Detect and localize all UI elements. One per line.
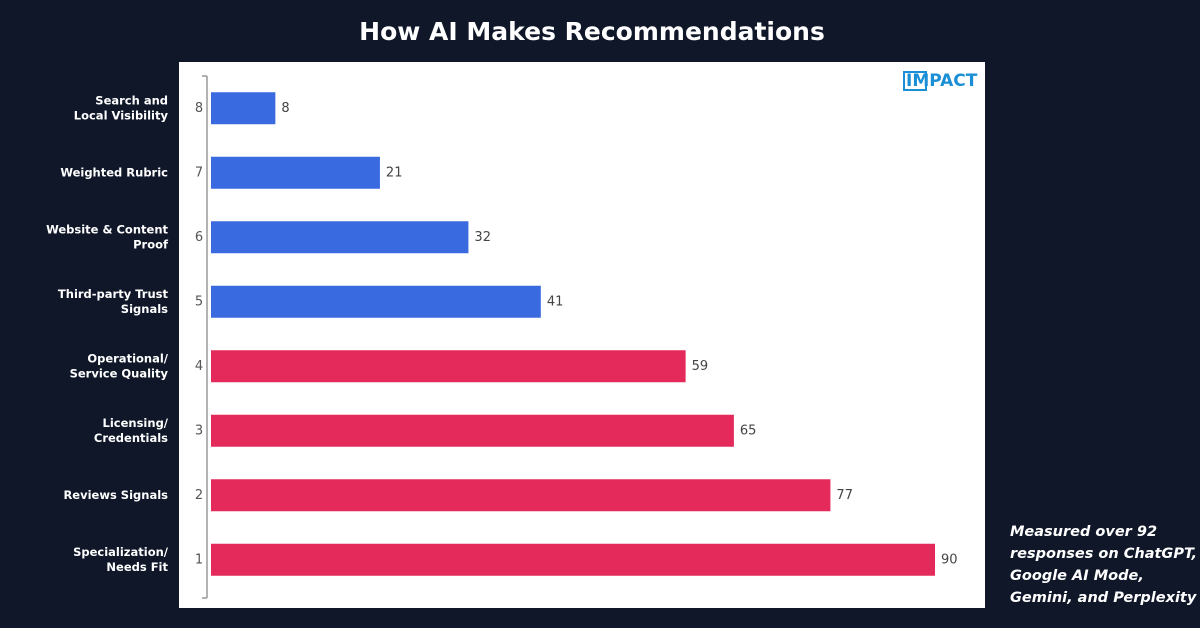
category-label: Signals [121, 302, 168, 316]
category-label: Search and [95, 93, 168, 107]
logo-box [903, 71, 927, 91]
category-label: Local Visibility [74, 108, 169, 122]
category-label: Website & Content [46, 222, 168, 236]
value-label: 59 [692, 359, 709, 374]
value-label: 77 [836, 488, 853, 503]
category-label: Service Quality [70, 366, 169, 380]
rank-label: 7 [195, 165, 203, 180]
rank-label: 5 [195, 294, 203, 309]
category-label: Needs Fit [106, 560, 168, 574]
footnote: Google AI Mode, [1010, 568, 1144, 584]
rank-label: 4 [195, 359, 203, 374]
bar [211, 350, 686, 383]
category-label: Credentials [94, 431, 168, 445]
category-label: Third-party Trust [58, 287, 169, 301]
category-label: Weighted Rubric [60, 165, 168, 179]
rank-label: 8 [195, 101, 203, 116]
value-label: 32 [474, 230, 491, 245]
category-label: Licensing/ [103, 416, 169, 430]
chart-title: How AI Makes Recommendations [359, 17, 825, 46]
rank-label: 6 [195, 230, 203, 245]
rank-label: 1 [195, 552, 203, 567]
value-label: 8 [281, 101, 289, 116]
value-label: 65 [740, 423, 757, 438]
bar [211, 543, 935, 576]
rank-label: 2 [195, 488, 203, 503]
category-label: Proof [133, 237, 169, 251]
bar [211, 479, 831, 512]
plot-panel [179, 62, 985, 608]
bar [211, 156, 380, 189]
bar [211, 92, 276, 125]
bar [211, 221, 469, 254]
category-label: Operational/ [87, 351, 168, 365]
footnote: Gemini, and Perplexity [1010, 590, 1197, 606]
bar [211, 285, 541, 318]
value-label: 41 [547, 294, 564, 309]
bar [211, 414, 734, 447]
category-label: Reviews Signals [63, 488, 168, 502]
rank-label: 3 [195, 423, 203, 438]
category-label: Specialization/ [73, 545, 169, 559]
value-label: 21 [386, 165, 403, 180]
brand-logo: IMPACT [906, 71, 978, 91]
footnote: Measured over 92 [1010, 524, 1157, 540]
footnote: responses on ChatGPT, [1010, 546, 1197, 562]
value-label: 90 [941, 552, 958, 567]
